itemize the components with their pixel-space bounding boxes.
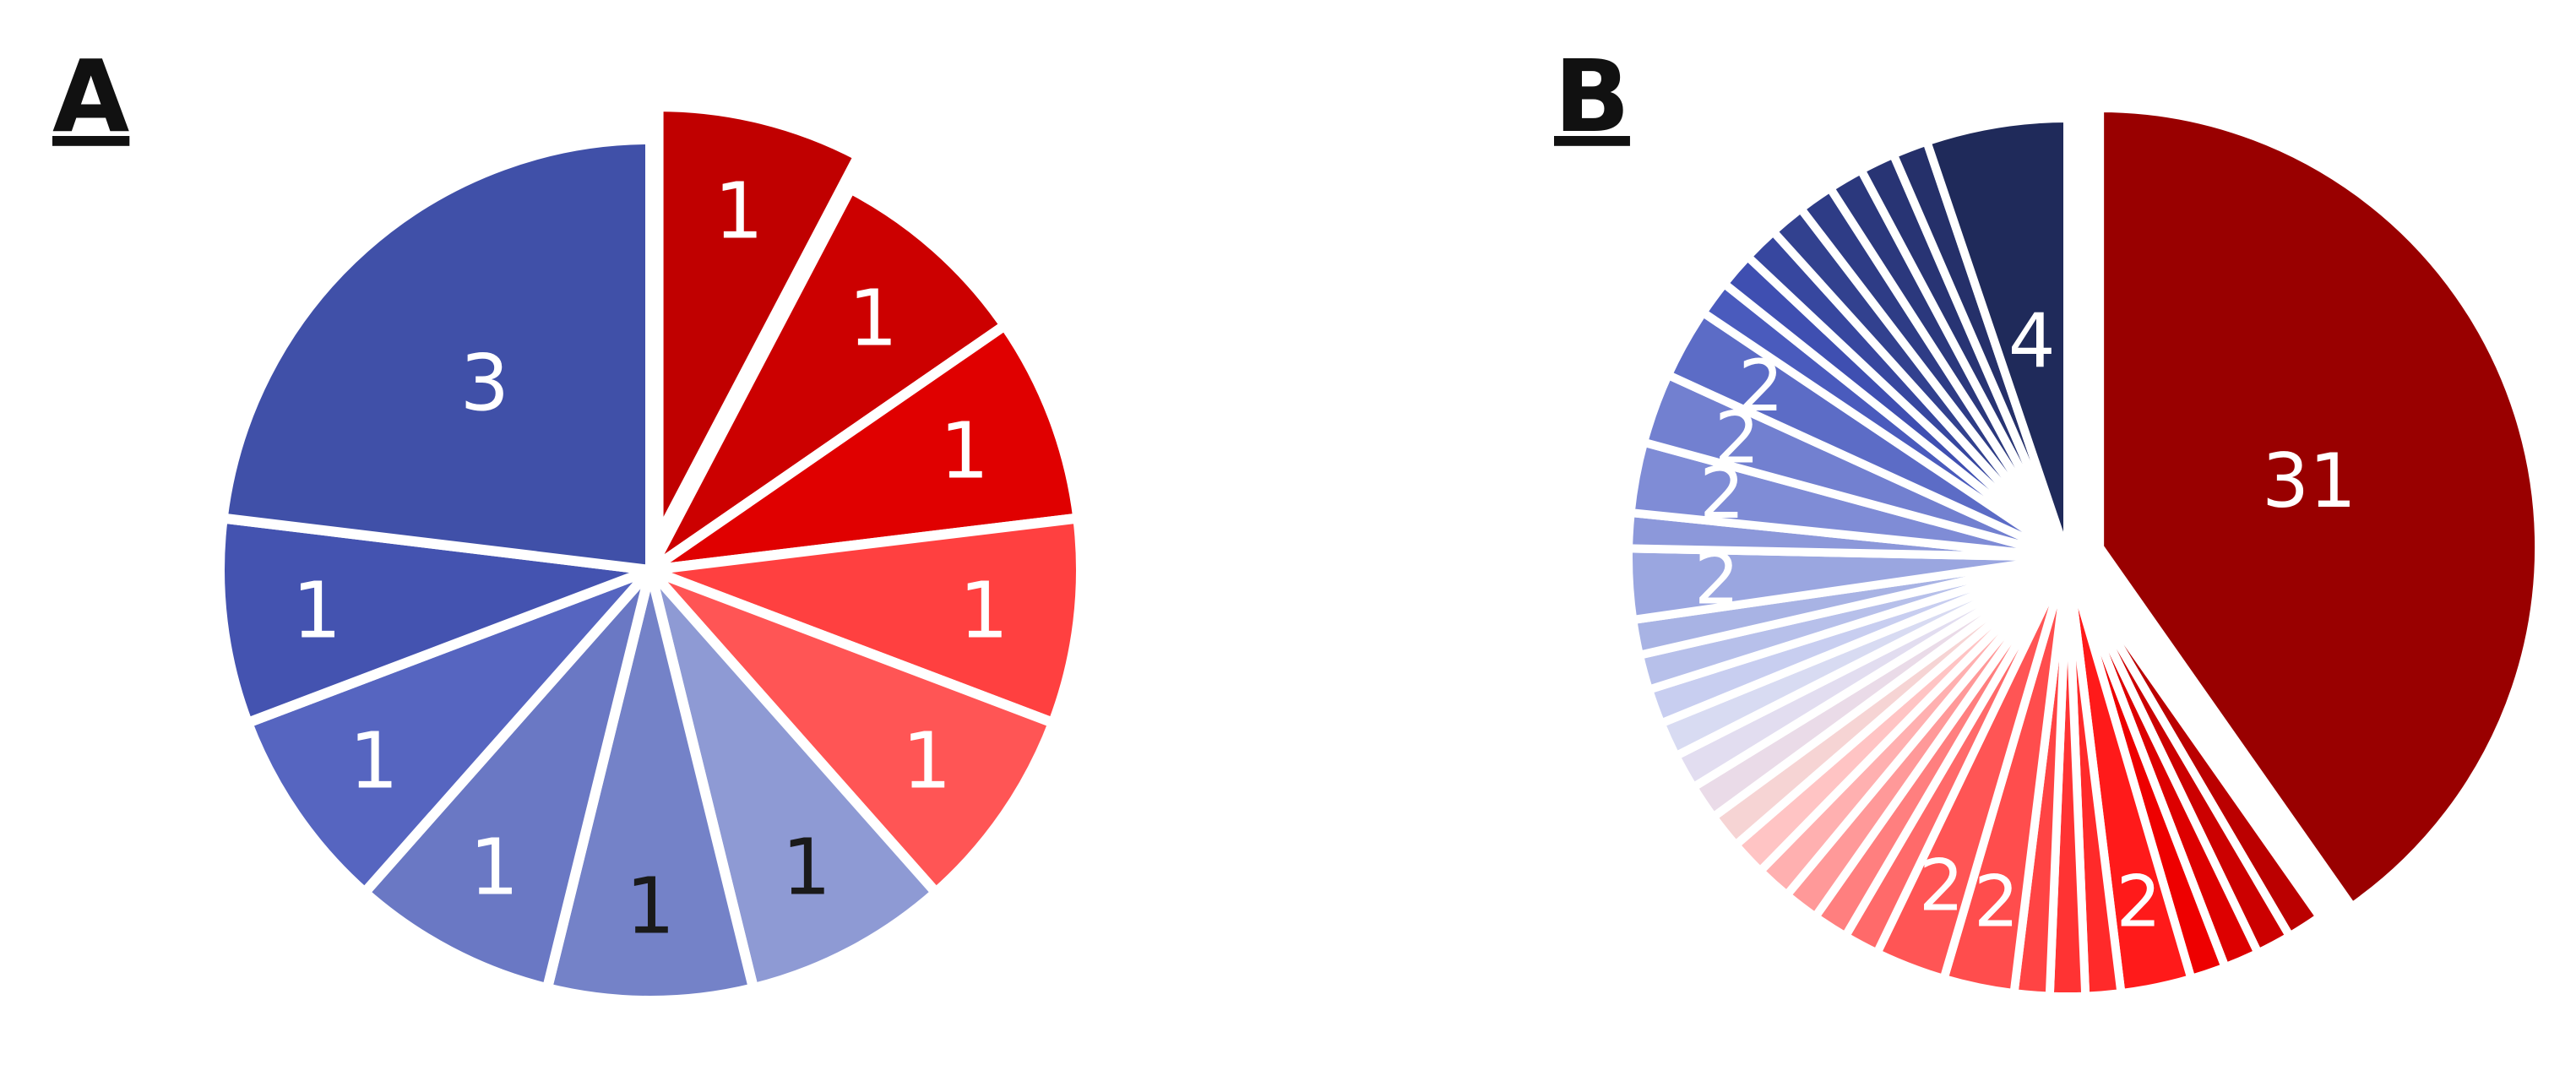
pie-a-slice-9 xyxy=(242,565,655,898)
pie-a-slice-2 xyxy=(645,183,1010,575)
pie-a-slice-label-6: 1 xyxy=(782,823,832,913)
pie-a-slice-label-7: 1 xyxy=(626,861,676,951)
pie-a-slice-3 xyxy=(645,320,1084,575)
pie-a-slice-7 xyxy=(541,565,759,1006)
pie-b-slice-label-10: 2 xyxy=(1974,860,2019,943)
panel-label-a: A xyxy=(52,38,129,155)
pie-b-slice-37 xyxy=(1922,114,2072,562)
pie-a-slice-1 xyxy=(653,101,864,543)
pie-a-slice-6 xyxy=(645,565,942,994)
panel-label-b: B xyxy=(1554,38,1630,155)
pie-a-slice-label-5: 1 xyxy=(902,715,952,806)
pie-a-slice-label-1: 1 xyxy=(714,166,764,256)
pie-b-slice-label-1: 31 xyxy=(2262,437,2356,524)
pie-a-slice-label-2: 1 xyxy=(849,274,899,364)
pie-a-slice-label-10: 1 xyxy=(292,565,342,655)
pie-a-slice-10 xyxy=(215,513,655,728)
pie-b-slice-label-6: 2 xyxy=(2117,860,2161,943)
pie-a-slice-5 xyxy=(645,565,1058,898)
pie-a-slice-label-9: 1 xyxy=(349,715,399,806)
pie-a-slice-label-8: 1 xyxy=(470,823,519,913)
pie-a-slice-label-3: 1 xyxy=(940,405,990,496)
pie-b-slice-label-37: 4 xyxy=(2008,297,2056,384)
pie-b-slice-1 xyxy=(2095,103,2544,911)
pie-a-slice-label-4: 1 xyxy=(959,565,1009,655)
pie-a-slice-4 xyxy=(645,513,1086,728)
pie-a-slice-label-11: 3 xyxy=(460,338,510,428)
pie-a-slice-8 xyxy=(359,565,655,994)
pie-a-slice-11 xyxy=(217,134,655,575)
